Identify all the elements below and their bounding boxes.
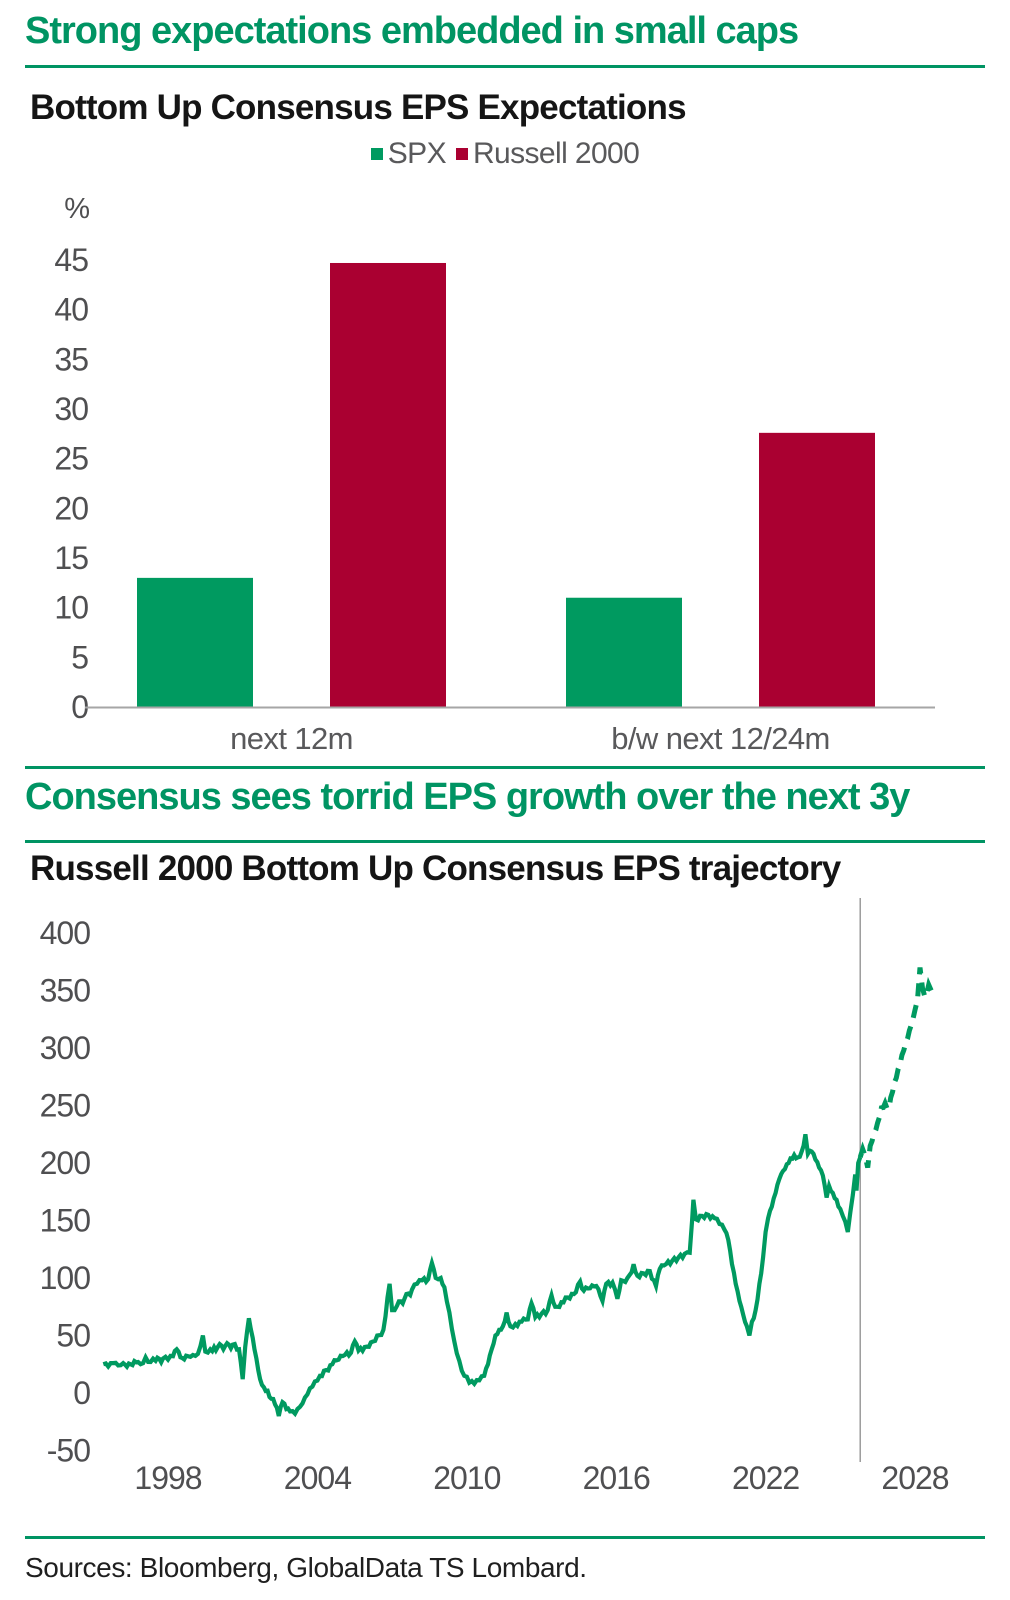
bar-spx (566, 597, 682, 707)
legend-label-russell: Russell 2000 (472, 137, 640, 170)
green-rule (25, 65, 985, 68)
y-tick-label: 400 (40, 915, 91, 951)
green-rule (25, 766, 985, 769)
y-tick-label: 150 (40, 1203, 91, 1239)
y-tick-label: 15 (54, 540, 88, 576)
x-category-label: b/w next 12/24m (611, 721, 829, 756)
y-tick-label: 5 (71, 639, 88, 675)
section2-headline: Consensus sees torrid EPS growth over th… (25, 776, 910, 818)
green-rule (25, 840, 985, 843)
legend-item-russell: Russell 2000 (455, 137, 640, 171)
y-tick-label: 350 (40, 973, 91, 1009)
y-tick-label: 0 (73, 1375, 90, 1411)
y-tick-label: 10 (54, 590, 88, 626)
y-tick-label: 50 (56, 1318, 90, 1354)
y-tick-label: 40 (54, 292, 88, 328)
y-axis-unit-label: % (64, 193, 90, 225)
y-tick-label: 25 (54, 441, 88, 477)
y-tick-label: 250 (40, 1088, 91, 1124)
y-tick-label: 20 (54, 490, 88, 526)
bar-chart-title: Bottom Up Consensus EPS Expectations (30, 88, 687, 127)
bar-spx (137, 577, 253, 707)
y-tick-label: 45 (54, 242, 88, 278)
y-tick-label: 200 (40, 1145, 91, 1181)
sources-note: Sources: Bloomberg, GlobalData TS Lombar… (25, 1552, 587, 1583)
y-tick-label: -50 (47, 1433, 90, 1469)
y-tick-label: 30 (54, 391, 88, 427)
spx-swatch-icon (370, 148, 383, 160)
y-tick-label: 35 (54, 341, 88, 377)
legend-label-spx: SPX (387, 137, 447, 170)
x-category-label: next 12m (230, 721, 353, 756)
spx-vs-russell-eps-bar-chart: % 0 5 10 15 20 25 30 35 40 45 next 12m b/w next 12/2… (54, 193, 935, 756)
y-tick-label: 300 (40, 1030, 91, 1066)
section1-headline: Strong expectations embedded in small ca… (25, 10, 799, 52)
bar-russell-2000 (759, 432, 875, 707)
bar-chart-legend: SPX Russell 2000 (0, 137, 1010, 171)
eps-forecast-dashed-line (857, 967, 934, 1169)
x-tick-label: 2028 (881, 1460, 948, 1496)
legend-item-spx: SPX (370, 137, 447, 171)
y-tick-label: 0 (71, 689, 88, 725)
x-tick-label: 2010 (433, 1460, 500, 1496)
y-tick-label: 100 (40, 1260, 91, 1296)
green-rule (25, 1536, 985, 1539)
x-tick-label: 2022 (732, 1460, 799, 1496)
x-tick-label: 2004 (284, 1460, 351, 1496)
x-tick-label: 2016 (583, 1460, 650, 1496)
x-tick-label: 1998 (134, 1460, 201, 1496)
bar-russell-2000 (330, 262, 446, 707)
russell-eps-trajectory-line-chart: 400 350 300 250 200 150 100 50 0 -50 1998 2004 2010 2… (40, 898, 950, 1496)
russell-swatch-icon (455, 148, 468, 160)
eps-history-line (102, 1133, 863, 1418)
line-chart-title: Russell 2000 Bottom Up Consensus EPS tra… (30, 849, 841, 888)
